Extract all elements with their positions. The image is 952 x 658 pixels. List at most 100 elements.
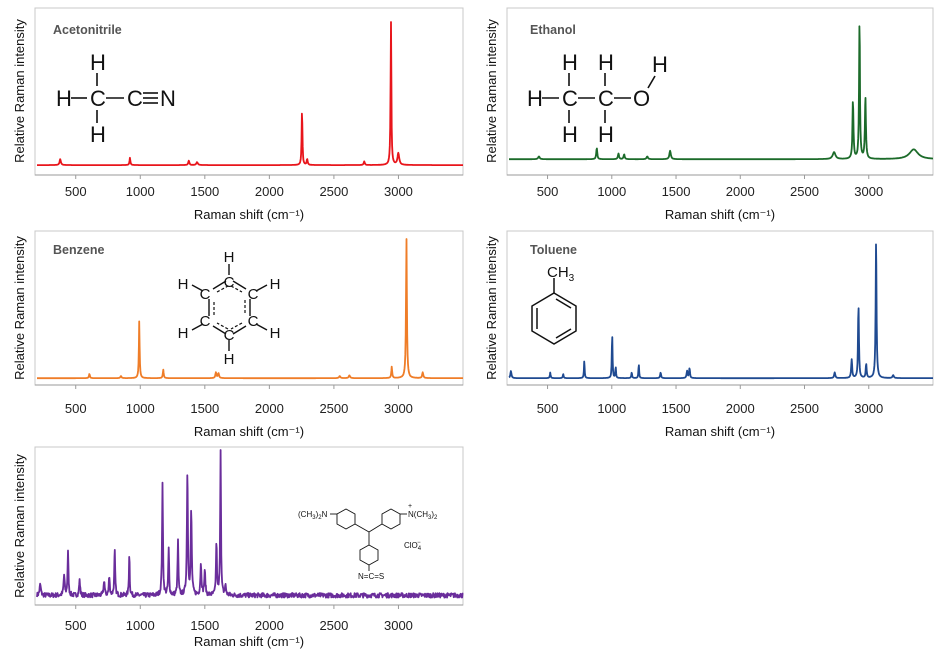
spectrum-line [36,449,464,599]
atom-label: H [562,122,578,147]
atom-label: C [562,86,578,111]
x-tick-label: 3000 [854,184,883,199]
atom-label: H [652,52,668,77]
panel-title: Acetonitrile [53,23,122,37]
bond-line [191,284,204,292]
atom-label: C [224,274,235,291]
atom-label: O [633,86,650,111]
x-tick-label: 1500 [190,618,219,633]
x-tick-label: 2500 [319,401,348,416]
x-axis-label: Raman shift (cm⁻¹) [665,424,775,439]
x-tick-label: 2000 [726,184,755,199]
benzene-ring [531,292,577,345]
panel-title: Toluene [530,243,577,257]
x-tick-label: 1500 [190,401,219,416]
atom-label: C [248,286,259,303]
atom-label: H [598,122,614,147]
phenyl-ring [336,508,356,530]
atom-label: C [127,86,143,111]
plot-frame [34,446,464,606]
anion-label: ClO4− [404,540,422,552]
atom-label: H [178,325,189,342]
toluene-structure: CH3 [531,264,577,345]
aromatic-bond [230,285,243,293]
bond-line [354,523,370,533]
aromatic-bond [216,285,229,293]
ring-double-bond [555,328,572,339]
chart-dye: (CH3)2N + N(CH3)2 ClO4− N=C=S 500 1000 150… [12,446,464,649]
chart-ethanol: Ethanol H H H H C C O H H 500 1000 1500 200… [484,7,934,222]
bond-line [647,75,656,89]
atom-label: N [160,86,176,111]
atom-label: C [248,313,259,330]
bond-line [255,284,268,292]
y-axis-label: Relative Raman intensity [484,19,499,163]
aromatic-bond [216,322,229,330]
x-axis: 500 1000 1500 2000 2500 3000 [35,604,463,633]
x-tick-label: 2500 [790,184,819,199]
bond-line [368,523,383,533]
x-tick-label: 3000 [384,618,413,633]
atom-label: C [598,86,614,111]
x-tick-label: 1000 [597,184,626,199]
x-tick-label: 2000 [726,401,755,416]
x-tick-label: 500 [65,618,87,633]
x-axis-label: Raman shift (cm⁻¹) [194,207,304,222]
panel-title: Ethanol [530,23,576,37]
spectrum-line [508,243,934,380]
bond-line [191,323,204,331]
x-tick-label: 2000 [255,618,284,633]
atom-label: C [200,313,211,330]
atom-label: H [90,50,106,75]
x-axis: 500 1000 1500 2000 2500 3000 [35,384,463,416]
spectrum-line [508,25,934,161]
atom-label: H [224,249,235,266]
bond-line [212,280,227,290]
x-tick-label: 500 [65,184,87,199]
ethanol-structure: H H H H C C O H H [527,50,668,147]
chart-benzene: Benzene H C C C C C C [12,230,464,439]
x-tick-label: 3000 [854,401,883,416]
iminium-charge: + [408,503,412,510]
atom-label: H [270,325,281,342]
atom-label: C [200,286,211,303]
x-tick-label: 1000 [597,401,626,416]
methyl-label: CH3 [547,264,575,284]
x-axis-label: Raman shift (cm⁻¹) [194,424,304,439]
x-axis: 500 1000 1500 2000 2500 3000 [507,174,933,199]
x-tick-label: 2500 [319,618,348,633]
x-tick-label: 1000 [126,184,155,199]
bond-line [232,325,247,335]
x-axis-label: Raman shift (cm⁻¹) [194,634,304,649]
x-tick-label: 3000 [384,401,413,416]
chart-acetonitrile: Acetonitrile H H C H C N 500 1000 1500 2000… [12,7,464,222]
x-tick-label: 1500 [662,401,691,416]
spectrum-line [36,21,464,166]
atom-label: H [527,86,543,111]
iminium-label: N(CH3)2 [408,510,438,521]
x-tick-label: 2500 [790,401,819,416]
phenyl-ring [381,508,401,530]
bond-line [232,280,247,290]
x-tick-label: 2000 [255,184,284,199]
x-tick-label: 3000 [384,184,413,199]
atom-label: H [598,50,614,75]
ring-double-bond [555,298,572,309]
x-tick-label: 1000 [126,618,155,633]
x-tick-label: 1000 [126,401,155,416]
x-axis: 500 1000 1500 2000 2500 3000 [35,174,463,199]
atom-label: C [90,86,106,111]
chart-toluene: Toluene CH3 500 1000 1500 2000 2500 3000 Rela… [484,230,934,439]
bond-line [255,323,268,331]
atom-label: H [56,86,72,111]
y-axis-label: Relative Raman intensity [12,19,27,163]
panel-title: Benzene [53,243,104,257]
phenyl-ring [359,544,379,566]
x-tick-label: 1500 [190,184,219,199]
acetonitrile-structure: H H C H C N [56,50,176,147]
x-tick-label: 500 [65,401,87,416]
y-axis-label: Relative Raman intensity [12,454,27,598]
x-axis: 500 1000 1500 2000 2500 3000 [507,384,933,416]
atom-label: C [224,327,235,344]
